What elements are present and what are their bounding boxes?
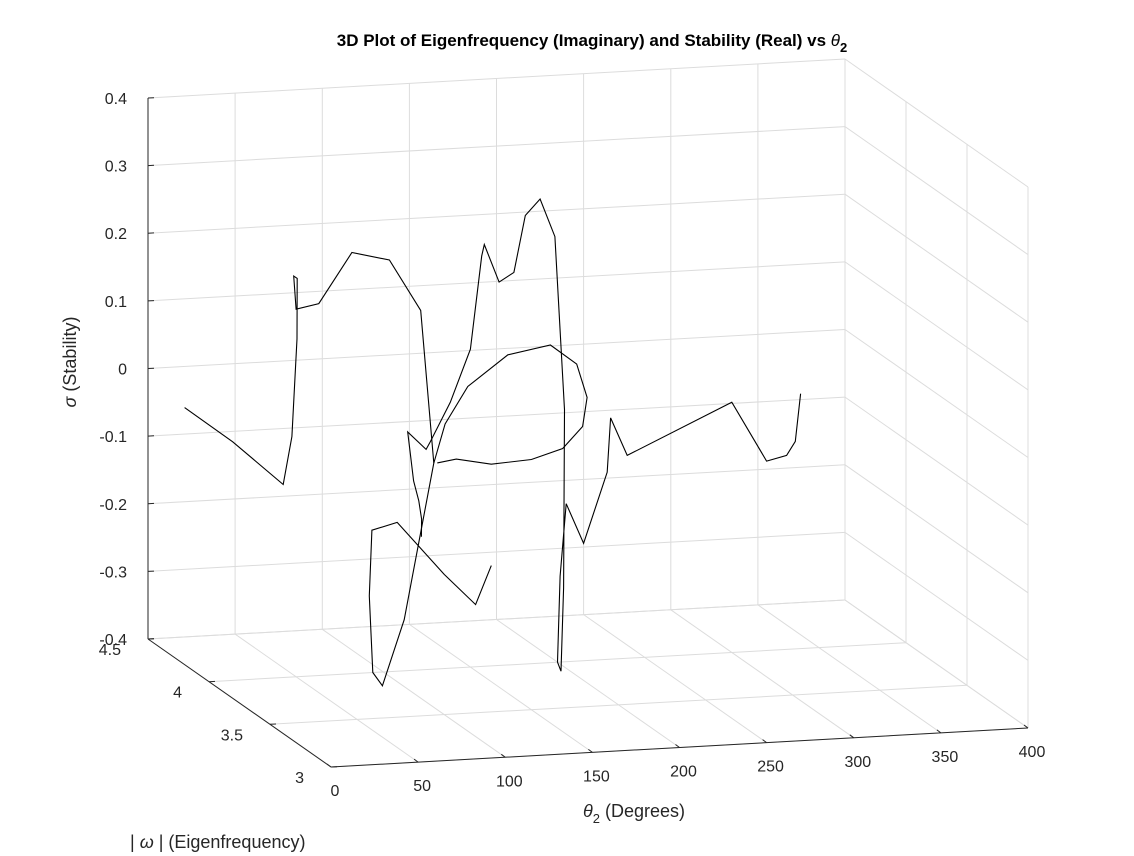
grid-line-z xyxy=(147,126,846,167)
x-tick-mark xyxy=(588,749,593,753)
grid-line-x xyxy=(234,633,419,763)
grid-line-y xyxy=(147,599,846,640)
x-tick-mark xyxy=(413,758,419,763)
grid-line-x xyxy=(757,604,942,734)
z-tick-label: -0.1 xyxy=(99,429,127,446)
x-tick-label: 50 xyxy=(413,778,431,795)
x-tick-mark xyxy=(675,744,680,748)
curve-branch-1 xyxy=(184,251,492,687)
x-tick-label: 350 xyxy=(932,749,959,766)
grid-line-x xyxy=(583,614,767,744)
z-tick-label: 0.2 xyxy=(105,226,127,243)
grid-line-z xyxy=(147,531,846,572)
curve-branch-3 xyxy=(406,197,802,672)
x-tick-label: 150 xyxy=(583,768,610,785)
grid-line-x xyxy=(844,599,1029,729)
x-tick-mark xyxy=(500,753,506,758)
x-tick-mark xyxy=(326,763,332,768)
grid-line-y xyxy=(269,684,968,725)
grid-line-z xyxy=(844,126,1029,256)
x-tick-mark xyxy=(849,734,855,739)
grid-line-z xyxy=(844,58,1029,188)
x-tick-mark xyxy=(1023,724,1029,729)
x-tick-mark xyxy=(936,729,942,734)
grid-layer xyxy=(147,58,1029,768)
grid-line-z xyxy=(147,58,846,99)
x-tick-label: 0 xyxy=(331,783,340,800)
z-axis-label: σ (Stability) xyxy=(60,317,80,408)
chart-title: 3D Plot of Eigenfrequency (Imaginary) an… xyxy=(337,31,848,55)
grid-line-x xyxy=(670,609,855,739)
grid-line-z xyxy=(844,329,1029,458)
axes-frame xyxy=(147,97,1029,768)
grid-line-x xyxy=(496,619,680,748)
y-tick-label: 4 xyxy=(173,685,182,702)
x-axis-label: θ2 (Degrees) xyxy=(583,801,685,826)
grid-line-z xyxy=(147,329,846,369)
y-axis-line xyxy=(147,638,332,768)
y-tick-label: 3 xyxy=(295,770,304,787)
y-tick-label: 3.5 xyxy=(221,727,243,744)
x-tick-label: 200 xyxy=(670,764,697,781)
z-tick-label: 0.1 xyxy=(105,294,127,311)
y-tick-label: 4.5 xyxy=(99,642,121,659)
x-tick-label: 300 xyxy=(844,754,871,771)
y-axis-label: | ω | (Eigenfrequency) xyxy=(130,832,305,852)
z-tick-label: -0.2 xyxy=(99,497,127,514)
grid-line-x xyxy=(409,623,593,753)
grid-line-z xyxy=(147,261,846,302)
x-tick-label: 250 xyxy=(757,759,784,776)
curve-branch-2 xyxy=(433,344,588,465)
x-tick-label: 100 xyxy=(496,773,523,790)
x-tick-mark xyxy=(762,739,767,743)
x-tick-label: 400 xyxy=(1019,744,1046,761)
grid-line-x xyxy=(322,628,506,758)
z-tick-label: 0.4 xyxy=(105,91,127,108)
z-tick-label: 0.3 xyxy=(105,159,127,176)
grid-line-z xyxy=(844,261,1029,391)
z-tick-label: -0.3 xyxy=(99,564,127,581)
grid-line-z xyxy=(844,396,1029,526)
grid-line-z xyxy=(147,193,846,234)
curve-layer xyxy=(184,197,802,687)
grid-line-z xyxy=(844,464,1029,594)
z-tick-label: 0 xyxy=(118,362,127,379)
tick-labels: 0 50 100 150 200 250 300 350 400 3 3.5 4 4.5-0.4 -0.3… xyxy=(99,91,1046,800)
grid-line-z xyxy=(147,464,846,505)
grid-line-z xyxy=(844,193,1029,323)
z-tick-label: -0.4 xyxy=(99,632,127,649)
grid-line-z xyxy=(844,531,1029,661)
